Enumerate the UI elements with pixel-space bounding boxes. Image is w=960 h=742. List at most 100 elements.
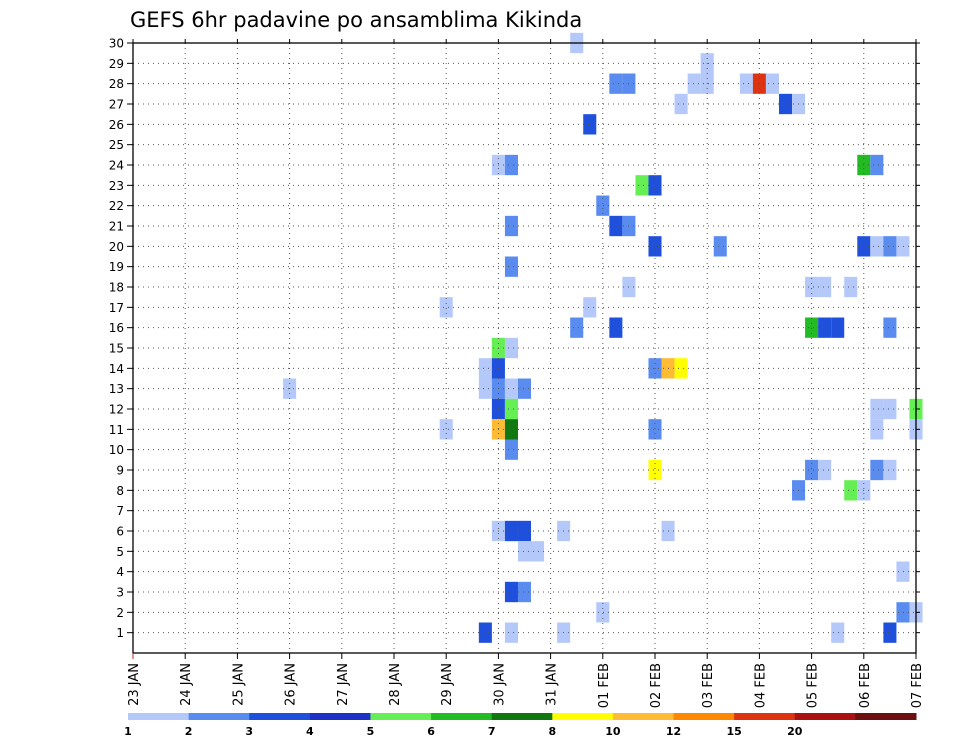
heatmap-cell — [504, 581, 518, 603]
heatmap-cell — [504, 337, 518, 359]
x-tick-label: 06 FEB — [858, 663, 873, 708]
heatmap-cell — [504, 256, 518, 277]
heatmap-cell — [439, 297, 453, 318]
y-tick-label: 30 — [109, 37, 124, 51]
y-tick-label: 17 — [109, 301, 124, 315]
y-axis: 1234567891011121314151617181920212223242… — [109, 37, 920, 640]
colorbar-segment — [188, 713, 250, 720]
y-tick-label: 10 — [109, 443, 124, 457]
colorbar-segment — [794, 713, 856, 720]
x-tick-label: 25 JAN — [231, 663, 246, 706]
heatmap-cell — [583, 114, 597, 135]
heatmap-cell — [609, 317, 623, 338]
y-tick-label: 18 — [109, 281, 124, 295]
x-tick-label: 04 FEB — [753, 663, 768, 708]
colorbar-segment — [370, 713, 432, 720]
y-tick-label: 27 — [109, 98, 124, 112]
y-tick-label: 15 — [109, 342, 124, 356]
x-tick-label: 03 FEB — [701, 663, 716, 708]
x-tick-label: 01 FEB — [597, 663, 612, 708]
x-axis: 23 JAN 24 JAN 25 JAN 26 JAN 27 JAN 28 JAN 29 J… — [127, 39, 925, 708]
heatmap-cell — [805, 276, 819, 298]
heatmap-cell — [648, 175, 662, 196]
heatmap-cell — [831, 622, 845, 643]
colorbar-segment — [855, 713, 917, 720]
x-tick-label: 31 JAN — [545, 663, 560, 706]
x-tick-label: 02 FEB — [649, 663, 664, 708]
heatmap-cell — [648, 236, 662, 257]
colorbar-segment — [673, 713, 735, 720]
heatmap-cell — [609, 73, 623, 94]
y-tick-label: 1 — [116, 626, 124, 640]
colorbar-tick-label: 10 — [605, 725, 621, 738]
heatmap-cell — [517, 378, 532, 399]
heatmap-cell — [504, 520, 518, 542]
y-tick-label: 22 — [109, 199, 124, 213]
y-tick-label: 12 — [109, 403, 124, 417]
heatmap-cell — [870, 154, 884, 176]
heatmap-cell — [883, 398, 897, 420]
grid-lines — [133, 42, 916, 653]
y-tick-label: 28 — [109, 77, 124, 91]
colorbar-legend: 1 2 3 4 5 6 7 8 10 12 15 20 — [124, 713, 917, 738]
heatmap-cell — [517, 541, 532, 562]
heatmap-cell — [531, 541, 545, 562]
colorbar-tick-label: 4 — [306, 725, 314, 738]
colorbar-tick-label: 12 — [666, 725, 681, 738]
y-tick-label: 2 — [116, 606, 124, 620]
heatmap-cell — [818, 317, 832, 338]
heatmap-cell — [478, 622, 492, 643]
heatmap-cell — [778, 93, 793, 115]
chart-title: GEFS 6hr padavine po ansamblima Kikinda — [130, 8, 582, 32]
colorbar-segment — [734, 713, 796, 720]
heatmap-cell — [583, 297, 597, 318]
y-tick-label: 24 — [109, 159, 124, 173]
heatmap-cell — [504, 419, 518, 440]
heatmap-cell — [805, 459, 819, 481]
y-tick-label: 21 — [109, 220, 124, 234]
y-tick-label: 16 — [109, 321, 124, 335]
heatmap-cell — [896, 602, 910, 623]
heatmap-cell — [818, 459, 832, 481]
heatmap-cell — [870, 398, 884, 420]
heatmap-cell — [648, 459, 662, 481]
heatmap-cell — [570, 317, 584, 338]
colorbar-tick-label: 5 — [367, 725, 375, 738]
heatmap-cell — [439, 419, 453, 440]
heatmap-cell — [517, 520, 532, 542]
heatmap-cell — [674, 358, 688, 379]
heatmap-cell — [478, 358, 492, 379]
colorbar-segment — [491, 713, 553, 720]
heatmap-cell — [674, 93, 688, 115]
y-tick-label: 26 — [109, 118, 124, 132]
x-tick-label: 07 FEB — [910, 663, 925, 708]
heatmap-cell — [478, 378, 492, 399]
heatmap-cell — [635, 175, 649, 196]
y-tick-label: 3 — [116, 586, 124, 600]
x-tick-label: 28 JAN — [388, 663, 403, 706]
x-tick-label: 29 JAN — [440, 663, 455, 706]
heatmap-cell — [896, 236, 910, 257]
x-tick-label: 24 JAN — [179, 663, 194, 706]
y-tick-label: 8 — [116, 484, 124, 498]
colorbar-segment — [431, 713, 493, 720]
y-tick-label: 13 — [109, 382, 124, 396]
heatmap-cell — [504, 398, 518, 420]
colorbar-segment — [552, 713, 614, 720]
heatmap-cell — [870, 236, 884, 257]
heatmap-cell — [504, 439, 518, 460]
x-tick-label: 05 FEB — [806, 663, 821, 708]
heatmap-cell — [870, 459, 884, 481]
y-tick-label: 9 — [116, 464, 124, 478]
heatmap-cell — [609, 215, 623, 237]
colorbar-tick-label: 20 — [787, 725, 803, 738]
heatmap-cell — [896, 561, 910, 582]
heatmap-cell — [883, 236, 897, 257]
heatmap-cell — [844, 276, 858, 298]
heatmap-cell — [883, 317, 897, 338]
heatmap-cell — [504, 154, 518, 176]
heatmap-cell — [648, 419, 662, 440]
colorbar-tick-label: 8 — [548, 725, 556, 738]
heatmap-cell — [883, 459, 897, 481]
